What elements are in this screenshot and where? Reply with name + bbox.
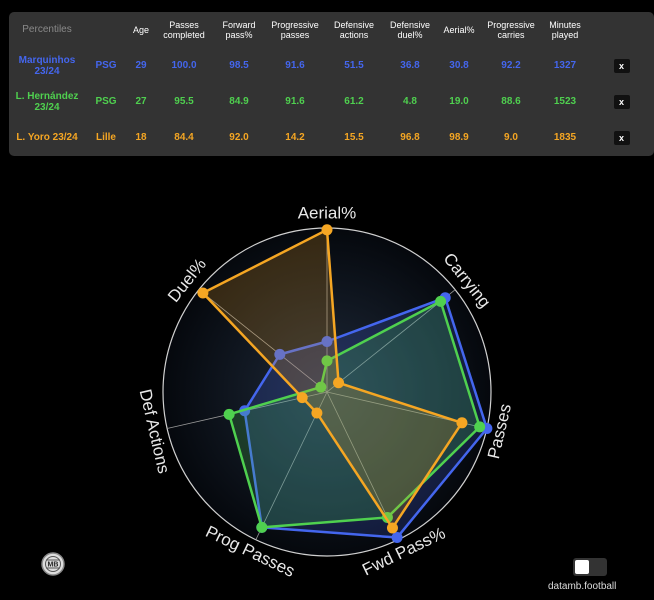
table-cell: 36.8 <box>400 60 420 72</box>
table-cell: 61.2 <box>344 96 364 108</box>
radar-point <box>256 521 268 533</box>
remove-player-button[interactable]: x <box>613 59 630 73</box>
table-cell: 100.0 <box>171 60 197 72</box>
table-cell: 88.6 <box>501 96 521 108</box>
axis-label: Aerial% <box>298 203 357 222</box>
table-cell: 92.0 <box>229 132 249 144</box>
table-cell: 30.8 <box>449 60 469 72</box>
table-cell: 9.0 <box>504 132 518 144</box>
table-row: L. Hernández 23/24 PSG 27 95.5 84.9 91.6… <box>9 84 654 120</box>
remove-cell: x <box>589 120 654 156</box>
radar-point <box>386 522 398 534</box>
remove-player-button[interactable]: x <box>613 95 630 109</box>
radar-point <box>197 287 209 299</box>
header-team <box>85 12 127 48</box>
header-aerial: Aerial% <box>443 24 475 35</box>
player-name: L. Hernández 23/24 <box>15 90 79 114</box>
table-cell: 96.8 <box>400 132 420 144</box>
radar-point <box>274 348 286 360</box>
percentiles-table-panel: Percentiles Age Passes completed Forward… <box>9 12 654 156</box>
radar-series-area <box>201 228 464 530</box>
header-progressive-carries: Progressive carries <box>487 19 535 40</box>
team-name: Lille <box>95 132 116 144</box>
table-cell: 1835 <box>553 132 577 144</box>
radar-point <box>296 392 308 404</box>
radar-point <box>333 377 345 389</box>
remove-cell: x <box>589 84 654 120</box>
age-cell: 27 <box>135 96 147 108</box>
header-progressive-passes: Progressive passes <box>271 19 319 40</box>
age-cell: 29 <box>135 60 147 72</box>
radar-point <box>321 335 333 347</box>
radar-point <box>391 532 403 544</box>
table-cell: 4.8 <box>403 96 417 108</box>
radar-series-area <box>227 300 481 529</box>
table-cell: 98.5 <box>229 60 249 72</box>
header-passes-completed: Passes completed <box>163 19 205 40</box>
radar-point <box>311 407 323 419</box>
team-name: PSG <box>95 60 117 72</box>
table-cell: 19.0 <box>449 96 469 108</box>
radar-point <box>315 381 327 393</box>
table-header-row: Percentiles Age Passes completed Forward… <box>9 12 654 48</box>
radar-point <box>321 355 333 367</box>
radar-point <box>474 421 486 433</box>
table-cell: 15.5 <box>344 132 364 144</box>
radar-spoke <box>326 289 456 393</box>
toggle-knob <box>575 560 589 574</box>
mb-logo-icon: MB <box>41 552 65 576</box>
brand-label: datamb.football <box>548 581 617 592</box>
header-remove <box>589 12 654 48</box>
percentiles-table: Percentiles Age Passes completed Forward… <box>9 12 654 156</box>
theme-toggle[interactable] <box>573 558 607 576</box>
team-name: PSG <box>95 96 117 108</box>
table-cell: 1327 <box>553 60 577 72</box>
player-name: Marquinhos 23/24 <box>18 54 76 78</box>
header-percentiles: Percentiles <box>22 24 72 36</box>
header-minutes-played: Minutes played <box>549 19 581 40</box>
table-cell: 91.6 <box>285 60 305 72</box>
table-cell: 98.9 <box>449 132 469 144</box>
table-cell: 84.9 <box>229 96 249 108</box>
header-defensive-actions: Defensive actions <box>333 19 375 40</box>
table-cell: 84.4 <box>174 132 194 144</box>
table-row: L. Yoro 23/24 Lille 18 84.4 92.0 14.2 15… <box>9 120 654 156</box>
radar-point <box>435 295 447 307</box>
header-age: Age <box>132 24 149 35</box>
age-cell: 18 <box>135 132 147 144</box>
table-cell: 1523 <box>553 96 577 108</box>
table-cell: 91.6 <box>285 96 305 108</box>
table-cell: 14.2 <box>285 132 305 144</box>
radar-point <box>456 417 468 429</box>
table-cell: 92.2 <box>501 60 521 72</box>
radar-spoke <box>198 289 328 393</box>
radar-point <box>321 224 333 236</box>
remove-cell: x <box>589 48 654 84</box>
table-row: Marquinhos 23/24 PSG 29 100.0 98.5 91.6 … <box>9 48 654 84</box>
remove-player-button[interactable]: x <box>613 131 630 145</box>
table-cell: 95.5 <box>174 96 194 108</box>
logo-text: MB <box>48 562 59 569</box>
header-forward-pass: Forward pass% <box>222 19 256 40</box>
player-name: L. Yoro 23/24 <box>16 132 78 144</box>
radar-point <box>223 408 235 420</box>
header-defensive-duel: Defensive duel% <box>389 19 431 40</box>
table-cell: 51.5 <box>344 60 364 72</box>
